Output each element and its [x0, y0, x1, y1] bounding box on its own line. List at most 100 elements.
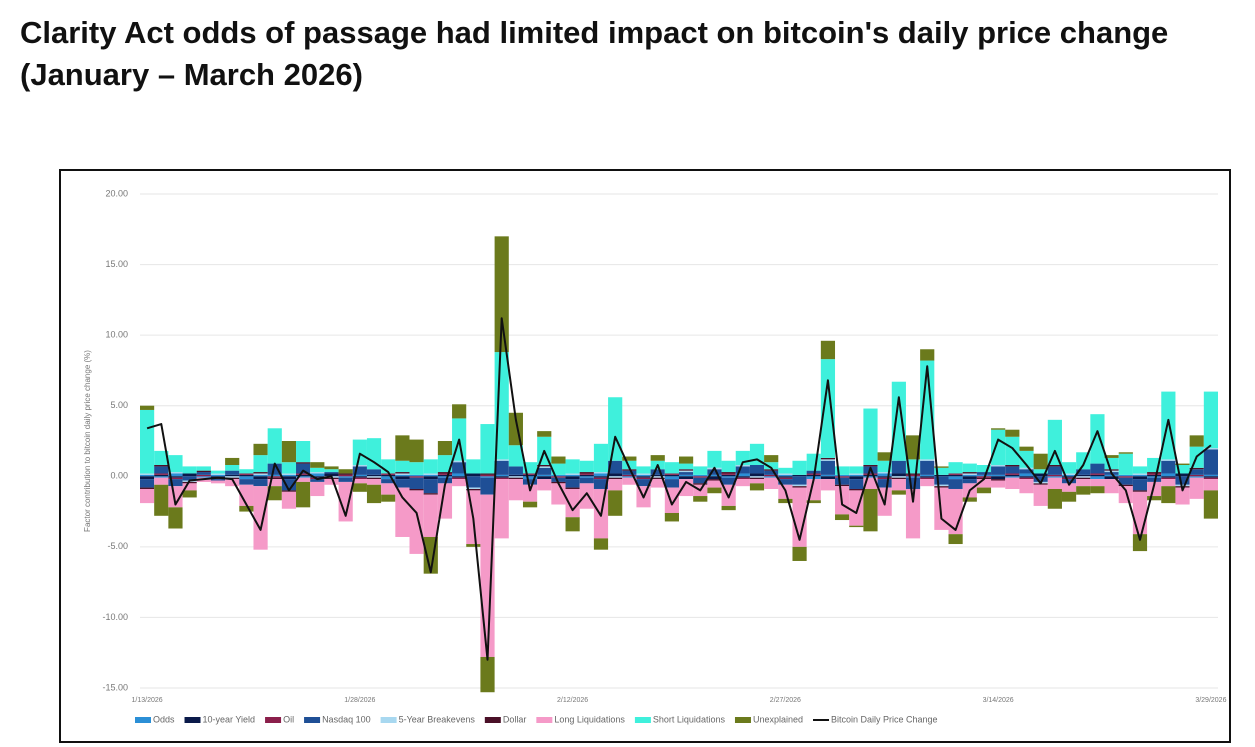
bar-segment [991, 429, 1006, 465]
bar-segment [991, 428, 1006, 430]
bar-segment [196, 472, 211, 475]
bar-segment [608, 479, 623, 491]
bar-segment [522, 474, 538, 477]
bar-segment [877, 460, 892, 473]
bar-segment [508, 479, 523, 501]
legend-label: 10-year Yield [203, 714, 256, 724]
bar-segment [537, 476, 552, 480]
bar-segment [281, 462, 297, 474]
bar-segment [1118, 474, 1133, 477]
bar-segment [806, 453, 821, 471]
legend-swatch [734, 717, 751, 723]
bar-segment [1104, 469, 1119, 471]
bar-segment [792, 474, 807, 477]
bar-segment [352, 483, 367, 492]
bar-segment [1189, 474, 1204, 477]
bar-segment [877, 452, 892, 461]
bar-segment [196, 476, 211, 478]
bar-segment [296, 474, 311, 477]
bar-segment [863, 473, 878, 475]
bar-segment [721, 474, 736, 477]
bar-segment [735, 464, 750, 467]
legend-swatch [380, 717, 397, 723]
bar-segment [508, 477, 523, 480]
bar-segment [1019, 446, 1034, 451]
bar-segment [1203, 479, 1218, 491]
bar-segment [849, 466, 864, 474]
bar-segment [1147, 477, 1162, 482]
bar-segment [310, 476, 325, 478]
bar-segment [579, 460, 594, 473]
bar-segment [1076, 469, 1091, 475]
bar-segment [792, 460, 807, 475]
bar-segment [565, 476, 580, 480]
bar-segment [1047, 488, 1062, 509]
legend-label: Oil [283, 714, 294, 724]
bar-segment [891, 476, 906, 478]
y-tick-label: 20.00 [105, 188, 128, 198]
bar-segment [154, 450, 169, 465]
bar-segment [778, 479, 793, 485]
bar-segment [565, 517, 580, 532]
bar-segment [764, 474, 779, 477]
y-axis-label: Factor contribution to bitcoin daily pri… [83, 350, 92, 532]
bar-segment [296, 476, 311, 478]
bar-segment [381, 473, 396, 475]
bar-segment [182, 481, 197, 484]
bar-segment [891, 460, 906, 474]
bar-segment [749, 477, 765, 480]
bar-segment [352, 466, 367, 475]
bar-segment [820, 457, 836, 460]
bar-segment [522, 473, 538, 475]
bar-segment [1175, 463, 1190, 465]
bar-segment [579, 477, 594, 484]
bar-segment [749, 464, 765, 474]
bar-segment [196, 470, 211, 473]
bar-segment [693, 474, 708, 477]
bar-segment [551, 456, 566, 464]
bar-segment [253, 479, 268, 487]
bar-segment [905, 477, 921, 489]
bar-segment [338, 481, 353, 522]
bar-segment [480, 424, 495, 474]
bar-segment [1090, 474, 1105, 477]
bar-segment [920, 476, 935, 478]
bar-segment [1047, 466, 1062, 475]
bar-segment [664, 512, 679, 522]
bar-segment [820, 340, 836, 360]
bar-segment [239, 479, 254, 485]
bar-segment [210, 474, 226, 477]
bar-segment [792, 546, 807, 561]
bar-segment [962, 474, 977, 477]
bar-segment [1132, 490, 1148, 492]
bar-segment [920, 474, 935, 477]
bar-segment [324, 472, 339, 474]
bar-segment [182, 490, 197, 498]
bar-segment [849, 476, 864, 480]
bar-segment [1061, 474, 1077, 477]
bar-segment [1076, 479, 1091, 487]
bar-segment [480, 474, 495, 477]
legend-label: Unexplained [753, 714, 803, 724]
bar-segment [409, 462, 424, 475]
bar-segment [948, 474, 963, 477]
bar-segment [324, 466, 339, 470]
bar-segment [991, 464, 1006, 467]
bar-segment [934, 474, 949, 477]
bar-segment [1147, 476, 1162, 478]
bar-segment [976, 487, 992, 494]
bar-segment [1005, 474, 1020, 477]
bar-segment [1005, 464, 1020, 467]
bar-segment [494, 479, 509, 539]
bar-segment [1019, 473, 1034, 477]
bar-segment [494, 474, 509, 477]
bar-segment [480, 473, 495, 475]
legend-label: Long Liquidations [554, 714, 625, 724]
bar-segment [905, 473, 921, 475]
bar-segment [579, 472, 594, 474]
bar-segment [395, 473, 410, 475]
bar-segment [140, 487, 155, 489]
bar-segment [735, 466, 750, 474]
bar-segment [366, 438, 382, 470]
